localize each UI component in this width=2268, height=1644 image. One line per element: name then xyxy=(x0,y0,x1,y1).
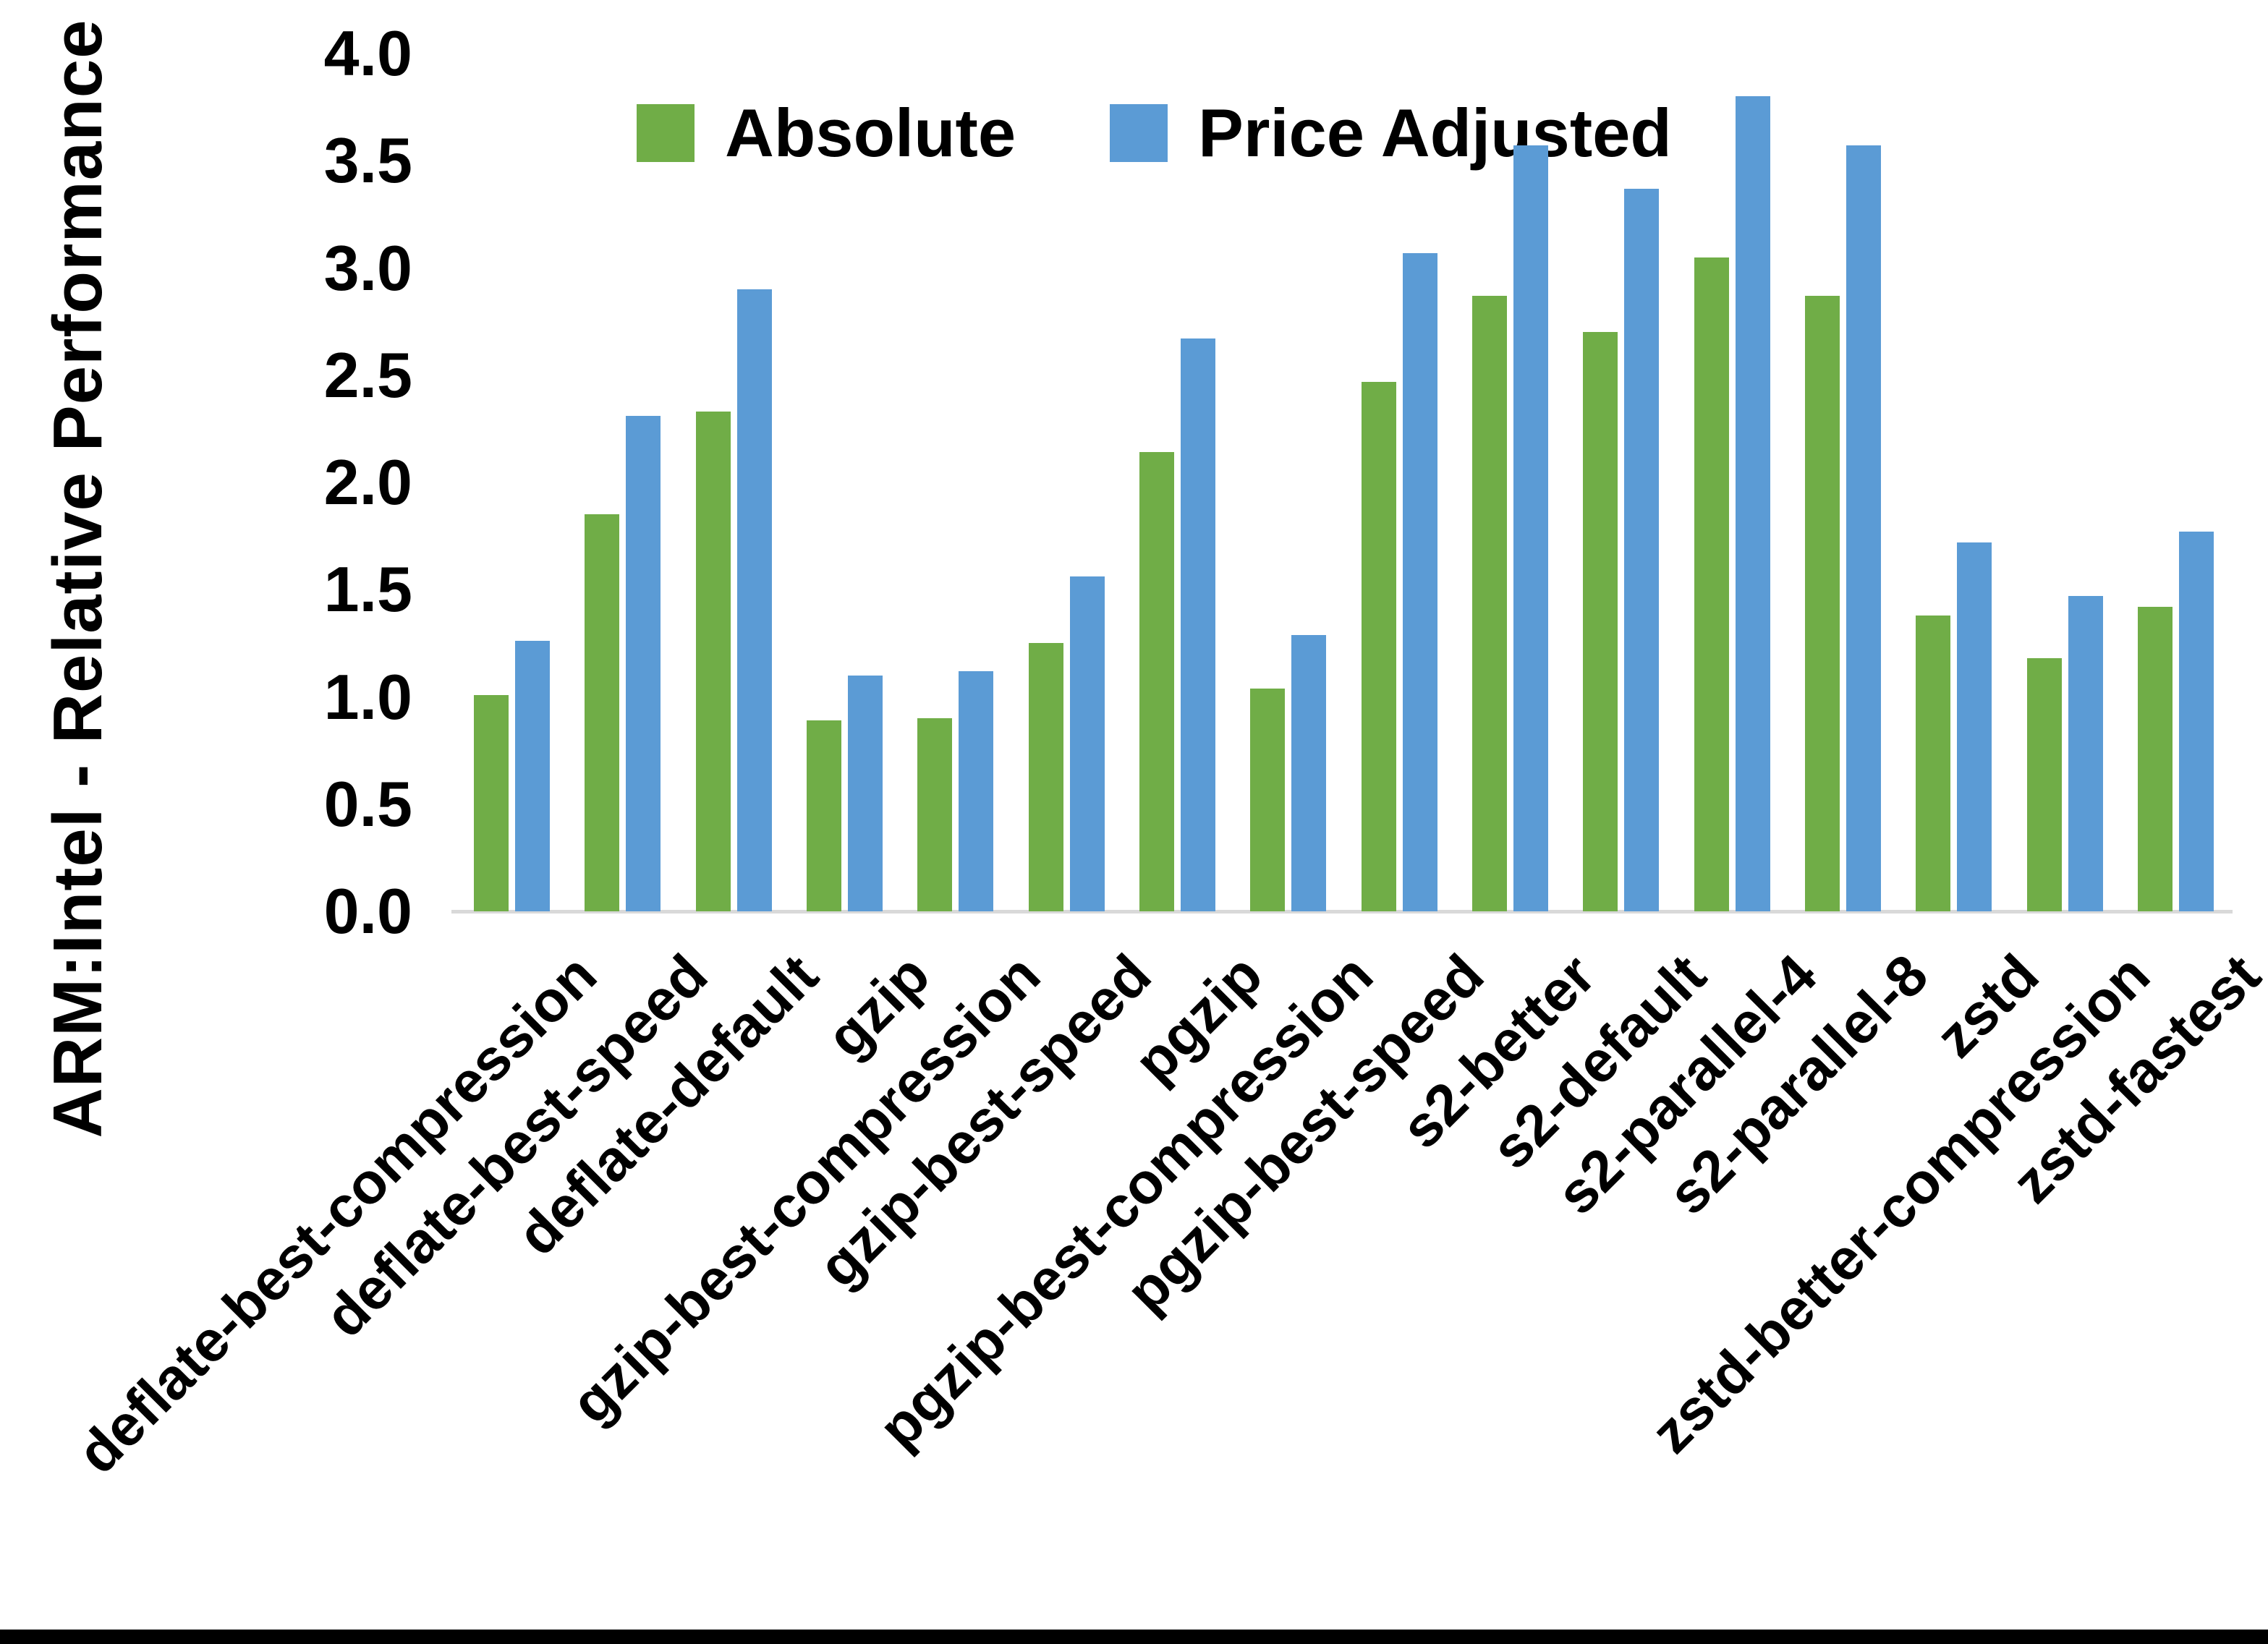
absolute-series-swatch-icon xyxy=(637,104,695,162)
bar-absolute xyxy=(807,720,841,911)
bar-absolute xyxy=(1583,332,1618,911)
legend-label-price-adjusted: Price Adjusted xyxy=(1198,95,1672,171)
bar-absolute xyxy=(1139,452,1174,911)
bar-absolute xyxy=(1916,615,1951,911)
y-axis-title: ARM:Intel - Relative Performance xyxy=(39,19,116,1138)
legend: Absolute Price Adjusted xyxy=(637,94,1672,172)
bar-absolute xyxy=(474,694,509,911)
bar-price-adjusted xyxy=(1735,96,1770,911)
bar-price-adjusted xyxy=(626,416,661,911)
price-adjusted-series-swatch-icon xyxy=(1110,104,1168,162)
x-axis-line xyxy=(451,910,2233,913)
bar-absolute xyxy=(1472,296,1507,911)
bar-absolute xyxy=(2026,658,2062,911)
bar-absolute xyxy=(585,514,620,911)
bar-price-adjusted xyxy=(1291,634,1327,911)
bar-price-adjusted xyxy=(1402,252,1437,911)
bar-absolute xyxy=(1805,296,1840,911)
bar-absolute xyxy=(1361,381,1396,911)
legend-item-price-adjusted: Price Adjusted xyxy=(1110,94,1672,172)
y-tick-label: 0.0 xyxy=(323,875,412,947)
bar-price-adjusted xyxy=(2179,532,2214,911)
bar-absolute xyxy=(917,718,953,911)
y-tick-label: 3.5 xyxy=(323,124,412,197)
bar-absolute xyxy=(1694,257,1729,911)
y-tick-label: 1.5 xyxy=(323,553,412,626)
bar-price-adjusted xyxy=(1513,145,1548,911)
bar-price-adjusted xyxy=(736,289,772,911)
bar-price-adjusted xyxy=(1069,576,1105,911)
legend-item-absolute: Absolute xyxy=(637,94,1016,172)
bar-price-adjusted xyxy=(1846,145,1881,911)
bar-price-adjusted xyxy=(959,670,994,911)
bar-price-adjusted xyxy=(2068,596,2103,911)
bar-price-adjusted xyxy=(1181,338,1215,911)
legend-label-absolute: Absolute xyxy=(725,95,1016,171)
y-tick-label: 1.0 xyxy=(323,660,412,733)
bar-price-adjusted xyxy=(1957,542,1992,911)
bar-price-adjusted xyxy=(1624,188,1660,911)
bar-absolute xyxy=(2138,606,2173,911)
y-tick-label: 0.5 xyxy=(323,767,412,840)
bar-price-adjusted xyxy=(515,641,550,911)
y-tick-label: 3.0 xyxy=(323,231,412,304)
bar-absolute xyxy=(1028,643,1063,911)
y-tick-label: 2.5 xyxy=(323,338,412,411)
y-tick-label: 4.0 xyxy=(323,17,412,89)
bar-absolute xyxy=(1250,688,1286,911)
bar-price-adjusted xyxy=(848,675,883,911)
bottom-edge-bar xyxy=(0,1630,2268,1644)
bar-absolute xyxy=(695,412,731,911)
y-tick-label: 2.0 xyxy=(323,446,412,518)
